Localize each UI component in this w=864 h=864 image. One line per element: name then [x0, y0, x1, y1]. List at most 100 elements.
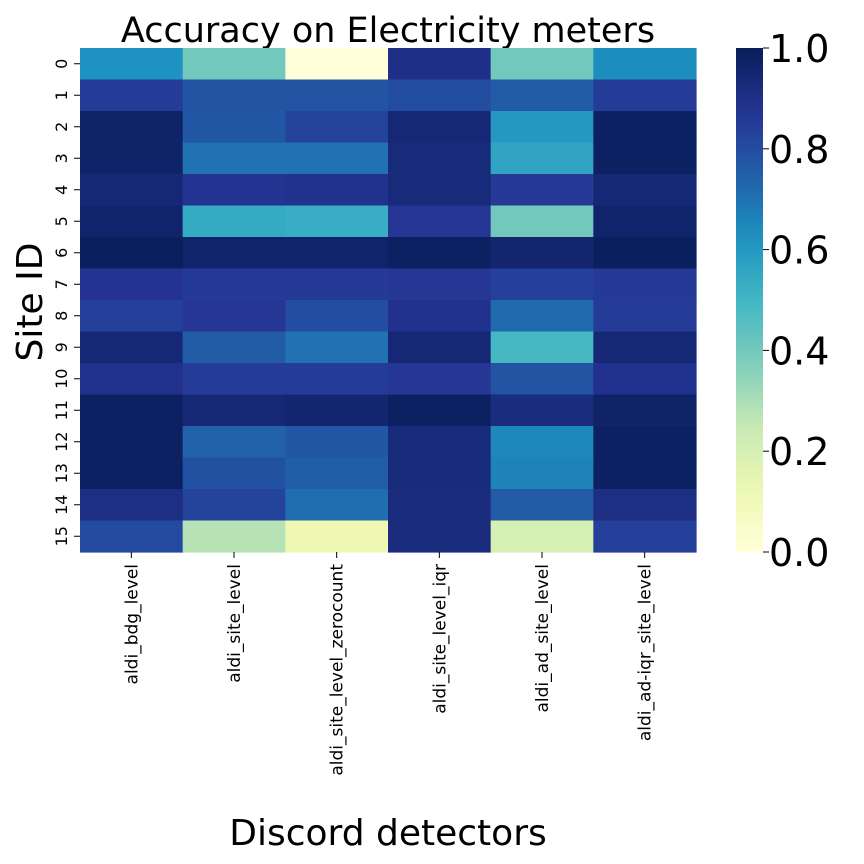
- heatmap-cell-r12-c2: [285, 426, 389, 459]
- heatmap-cell-r8-c2: [285, 300, 389, 333]
- heatmap-cell-r1-c0: [80, 79, 184, 112]
- y-tick-label: 3: [52, 153, 71, 163]
- y-tick-label: 11: [52, 400, 71, 420]
- heatmap-cell-r2-c2: [285, 111, 389, 144]
- heatmap-cell-r9-c5: [593, 331, 697, 364]
- y-tick-label: 8: [52, 311, 71, 321]
- heatmap-cell-r0-c3: [388, 48, 492, 81]
- heatmap-cell-r7-c0: [80, 268, 184, 301]
- colorbar-tick-label: 0.0: [769, 531, 829, 575]
- heatmap-cell-r4-c4: [490, 174, 594, 207]
- heatmap-cell-r10-c4: [490, 363, 594, 396]
- heatmap-cell-r8-c3: [388, 300, 492, 333]
- heatmap-cell-r5-c4: [490, 205, 594, 238]
- x-tick-label: aldi_ad_site_level: [533, 564, 553, 713]
- heatmap-cell-r11-c0: [80, 394, 184, 427]
- y-tick-label: 0: [52, 59, 71, 69]
- heatmap-cell-r10-c1: [182, 363, 286, 396]
- heatmap-cell-r14-c0: [80, 489, 184, 522]
- x-tick-label: aldi_bdg_level: [122, 564, 142, 684]
- heatmap-cell-r1-c4: [490, 79, 594, 112]
- heatmap-cell-r6-c5: [593, 237, 697, 270]
- y-tick-label: 5: [52, 216, 71, 226]
- heatmap-cell-r12-c5: [593, 426, 697, 459]
- heatmap-cell-r6-c3: [388, 237, 492, 270]
- heatmap-cell-r4-c2: [285, 174, 389, 207]
- heatmap-cell-r15-c0: [80, 520, 184, 553]
- heatmap-cell-r3-c2: [285, 142, 389, 175]
- colorbar-gradient: [736, 48, 763, 552]
- heatmap-cell-r13-c5: [593, 457, 697, 490]
- y-tick-label: 9: [52, 342, 71, 352]
- heatmap-cell-r0-c2: [285, 48, 389, 81]
- x-tick-label: aldi_site_level: [225, 564, 245, 683]
- x-axis-label: Discord detectors: [229, 813, 547, 854]
- y-tick-label: 12: [52, 432, 71, 452]
- colorbar-tick-label: 0.2: [769, 430, 829, 474]
- heatmap-cell-r8-c5: [593, 300, 697, 333]
- heatmap-cell-r14-c4: [490, 489, 594, 522]
- x-tick-label: aldi_site_level_zerocount: [328, 564, 348, 776]
- heatmap-cell-r4-c5: [593, 174, 697, 207]
- y-tick-label: 14: [52, 495, 71, 515]
- heatmap-cell-r11-c2: [285, 394, 389, 427]
- y-tick-label: 15: [52, 526, 71, 546]
- heatmap-cell-r5-c3: [388, 205, 492, 238]
- heatmap-cell-r12-c3: [388, 426, 492, 459]
- heatmap-cell-r4-c0: [80, 174, 184, 207]
- y-tick-label: 2: [52, 122, 71, 132]
- x-tick-label: aldi_site_level_iqr: [430, 564, 450, 714]
- heatmap-cell-r13-c3: [388, 457, 492, 490]
- heatmap-cell-r9-c0: [80, 331, 184, 364]
- heatmap-cell-r3-c3: [388, 142, 492, 175]
- heatmap-cell-r14-c2: [285, 489, 389, 522]
- chart-title: Accuracy on Electricity meters: [121, 11, 655, 51]
- heatmap-cell-r8-c1: [182, 300, 286, 333]
- heatmap-cell-r11-c3: [388, 394, 492, 427]
- heatmap-cell-r4-c3: [388, 174, 492, 207]
- colorbar-tick-label: 1.0: [769, 27, 829, 71]
- heatmap-cell-r0-c5: [593, 48, 697, 81]
- heatmap-cell-r12-c4: [490, 426, 594, 459]
- heatmap-cell-r10-c2: [285, 363, 389, 396]
- heatmap-cell-r1-c3: [388, 79, 492, 112]
- heatmap-cell-r13-c2: [285, 457, 389, 490]
- heatmap-cell-r8-c0: [80, 300, 184, 333]
- heatmap-cell-r13-c1: [182, 457, 286, 490]
- heatmap-cell-r3-c0: [80, 142, 184, 175]
- colorbar: 0.0 0.2 0.4 0.6 0.8 1.0: [736, 27, 829, 575]
- heatmap-cell-r1-c5: [593, 79, 697, 112]
- heatmap-cell-r15-c4: [490, 520, 594, 553]
- y-tick-label: 4: [52, 185, 71, 195]
- heatmap-cell-r10-c3: [388, 363, 492, 396]
- colorbar-tick-label: 0.6: [769, 229, 829, 273]
- heatmap-cell-r3-c4: [490, 142, 594, 175]
- x-tick-label: aldi_ad-iqr_site_level: [636, 564, 656, 741]
- heatmap-cell-r15-c1: [182, 520, 286, 553]
- heatmap-cell-r13-c0: [80, 457, 184, 490]
- heatmap-cell-r4-c1: [182, 174, 286, 207]
- heatmap-cell-r1-c2: [285, 79, 389, 112]
- heatmap-cell-r6-c1: [182, 237, 286, 270]
- y-tick-label: 6: [52, 248, 71, 258]
- heatmap-cell-r14-c1: [182, 489, 286, 522]
- heatmap-cell-r10-c5: [593, 363, 697, 396]
- heatmap-cell-r9-c4: [490, 331, 594, 364]
- heatmap-cell-r11-c4: [490, 394, 594, 427]
- heatmap-cell-r12-c1: [182, 426, 286, 459]
- heatmap-cell-r2-c1: [182, 111, 286, 144]
- heatmap-cell-r3-c1: [182, 142, 286, 175]
- y-tick-label: 1: [52, 90, 71, 100]
- heatmap-cell-r11-c5: [593, 394, 697, 427]
- heatmap-cell-r6-c2: [285, 237, 389, 270]
- heatmap-cell-r14-c5: [593, 489, 697, 522]
- heatmap-cell-r11-c1: [182, 394, 286, 427]
- heatmap-cell-r6-c0: [80, 237, 184, 270]
- x-tick-labels: aldi_bdg_level aldi_site_level aldi_site_l…: [122, 552, 656, 776]
- heatmap-cell-r9-c3: [388, 331, 492, 364]
- heatmap-cell-r0-c1: [182, 48, 286, 81]
- heatmap-cell-r15-c2: [285, 520, 389, 553]
- y-tick-label: 7: [52, 279, 71, 289]
